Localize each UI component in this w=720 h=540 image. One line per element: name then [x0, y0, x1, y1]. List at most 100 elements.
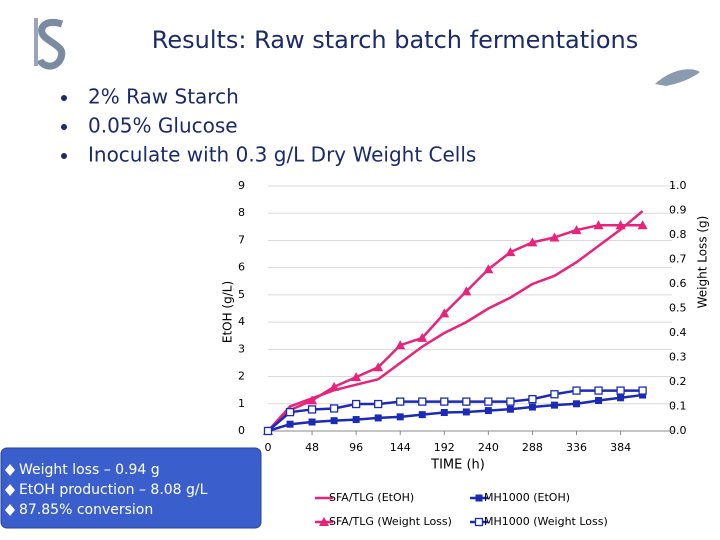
marker	[506, 397, 515, 406]
bullet-dot	[61, 153, 67, 159]
bullet-dot	[61, 124, 67, 130]
marker	[528, 403, 536, 411]
y2-tick-label: 0.5	[669, 302, 687, 315]
bullet-text: 0.05% Glucose	[88, 114, 238, 138]
marker	[418, 411, 426, 419]
marker	[440, 397, 449, 406]
y-tick-label: 4	[238, 315, 245, 328]
bullet-list: 2% Raw Starch 0.05% Glucose Inoculate with…	[61, 85, 476, 167]
marker	[396, 413, 404, 421]
y-tick-label: 3	[238, 342, 245, 355]
y2-tick-label: 1.0	[669, 179, 687, 192]
x-tick-label: 192	[434, 441, 455, 454]
logo	[36, 19, 66, 70]
marker	[440, 408, 448, 416]
x-tick-label: 48	[305, 441, 319, 454]
callout-bullet	[5, 504, 15, 516]
y-tick-label: 6	[238, 261, 245, 274]
marker	[374, 399, 383, 409]
x-tick-label: 240	[478, 441, 499, 454]
marker	[307, 405, 317, 414]
marker	[550, 390, 559, 399]
marker	[286, 420, 294, 428]
bullet-text: 2% Raw Starch	[88, 85, 239, 109]
y-tick-label: 1	[238, 397, 245, 410]
x-tick-label: 144	[390, 441, 411, 454]
marker	[395, 340, 406, 350]
y2-tick-label: 0.9	[669, 204, 687, 217]
y2-tick-label: 0.3	[669, 351, 687, 364]
marker	[595, 397, 603, 405]
legend-label: SFA/TLG (EtOH)	[329, 491, 414, 504]
series-line	[267, 393, 643, 433]
marker	[461, 286, 472, 296]
x-tick-label: 384	[610, 441, 631, 454]
y2-tick-label: 0.4	[669, 326, 687, 339]
y2-tick-label: 0.8	[669, 228, 687, 241]
y2-tick-label: 0.0	[669, 424, 687, 437]
bullet-text: Inoculate with 0.3 g/L Dry Weight Cells	[88, 143, 476, 167]
y-axis-title: EtOH (g/L)	[221, 281, 235, 343]
logo-bar	[34, 18, 38, 66]
x-tick-label: 96	[349, 441, 363, 454]
marker	[439, 308, 450, 318]
marker	[593, 220, 604, 230]
marker	[571, 225, 582, 235]
x-axis-title: TIME (h)	[430, 458, 485, 473]
slide-title: Results: Raw starch batch fermentations	[152, 26, 638, 54]
x-tick-label: 0	[265, 441, 272, 454]
marker	[484, 397, 493, 406]
callout: Weight loss – 0.94 g EtOH production – 8.…	[5, 462, 208, 518]
marker	[329, 381, 340, 391]
marker	[505, 247, 516, 257]
callout-text: 87.85% conversion	[19, 502, 153, 518]
marker	[594, 386, 603, 395]
y-tick-label: 2	[238, 370, 245, 383]
marker	[639, 391, 647, 399]
marker	[418, 397, 427, 406]
callout-bullet	[5, 464, 15, 476]
marker	[474, 517, 484, 527]
marker	[638, 386, 647, 395]
fish-icon	[655, 69, 700, 86]
legend-label: SFA/TLG (Weight Loss)	[329, 515, 452, 528]
legend-label: MH1000 (Weight Loss)	[484, 515, 608, 528]
y-tick-label: 0	[238, 424, 245, 437]
series-line	[267, 210, 644, 432]
y2-tick-label: 0.2	[669, 375, 687, 388]
marker	[374, 414, 382, 422]
y2-tick-label: 0.6	[669, 277, 687, 290]
callout-text: Weight loss – 0.94 g	[19, 462, 160, 478]
y-tick-label: 7	[238, 233, 245, 246]
marker	[616, 386, 625, 395]
marker	[373, 362, 384, 372]
callout-box	[0, 447, 262, 529]
marker	[308, 418, 316, 426]
marker	[572, 386, 581, 395]
marker	[573, 400, 581, 408]
marker	[475, 494, 483, 502]
marker	[528, 394, 537, 404]
y-tick-label: 9	[238, 179, 245, 192]
x-tick-label: 336	[566, 441, 587, 454]
y2-tick-label: 0.7	[669, 253, 687, 266]
marker	[615, 220, 626, 230]
marker	[550, 401, 558, 409]
marker	[617, 394, 625, 402]
callout-bullet	[5, 484, 15, 496]
marker	[417, 332, 428, 342]
marker	[307, 395, 318, 405]
marker	[484, 407, 492, 415]
marker	[462, 408, 470, 416]
marker	[637, 220, 648, 230]
bullet-dot	[61, 95, 67, 101]
marker	[319, 517, 329, 526]
marker	[329, 404, 339, 413]
marker	[352, 416, 360, 424]
y-tick-label: 8	[238, 206, 245, 219]
marker	[351, 372, 362, 382]
legend-label: MH1000 (EtOH)	[484, 491, 570, 504]
callout-text: EtOH production – 8.08 g/L	[19, 482, 208, 498]
marker	[285, 407, 295, 417]
